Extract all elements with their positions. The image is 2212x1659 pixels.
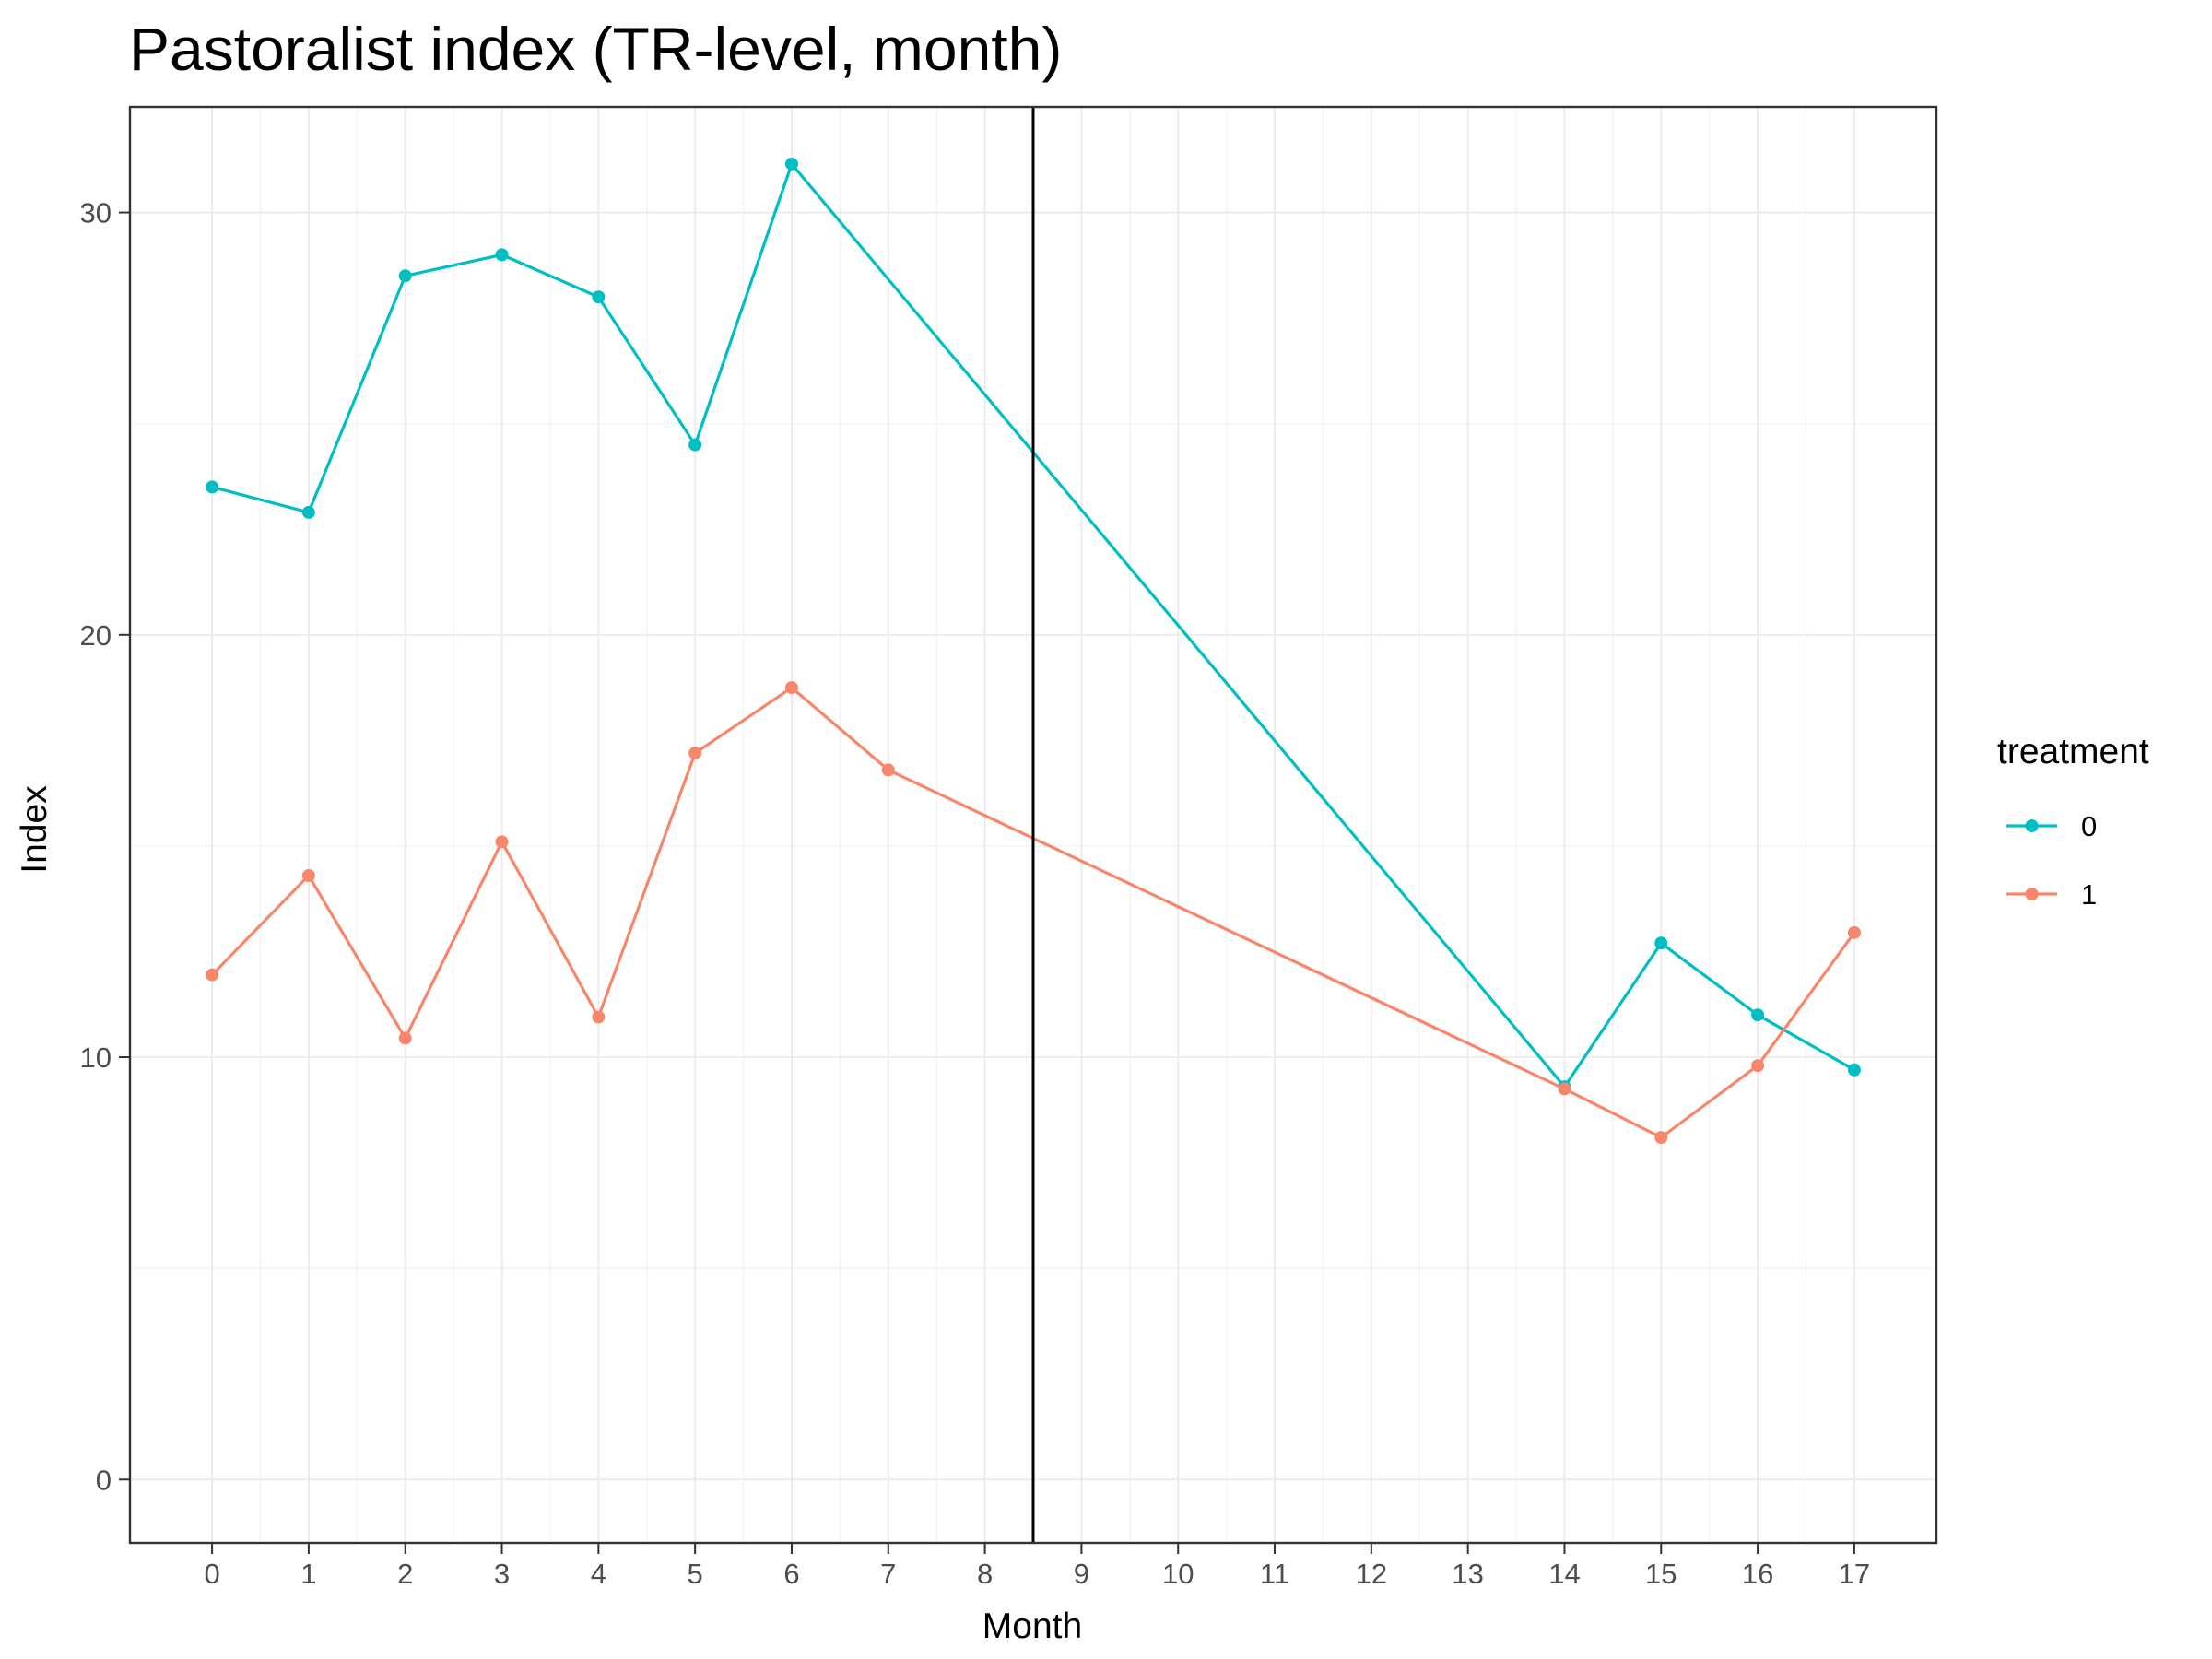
- data-point-0: [592, 290, 606, 304]
- data-point-1: [1558, 1082, 1571, 1096]
- data-point-1: [398, 1031, 412, 1045]
- data-point-0: [1654, 936, 1668, 950]
- data-point-0: [301, 505, 315, 519]
- x-tick-label: 7: [880, 1558, 896, 1590]
- data-point-0: [206, 480, 219, 494]
- y-tick-label: 0: [96, 1464, 112, 1496]
- x-tick-label: 17: [1839, 1558, 1870, 1590]
- data-point-0: [784, 157, 798, 171]
- legend-label-1: 1: [2081, 878, 2097, 911]
- legend: treatment 0 1: [1997, 732, 2149, 911]
- data-point-0: [1751, 1008, 1765, 1022]
- data-point-1: [1654, 1131, 1668, 1145]
- data-point-1: [301, 868, 315, 882]
- data-point-0: [1847, 1063, 1861, 1077]
- y-tick-label: 10: [80, 1041, 112, 1074]
- x-tick-label: 12: [1356, 1558, 1387, 1590]
- x-tick-label: 9: [1074, 1558, 1089, 1590]
- x-tick-label: 13: [1452, 1558, 1483, 1590]
- x-tick-label: 16: [1742, 1558, 1773, 1590]
- data-point-1: [206, 968, 219, 982]
- x-axis-title: Month: [982, 1606, 1082, 1646]
- x-tick-label: 1: [300, 1558, 316, 1590]
- data-point-0: [495, 248, 509, 262]
- legend-key-point-0: [2025, 819, 2039, 832]
- x-tick-label: 5: [688, 1558, 703, 1590]
- x-tick-label: 6: [783, 1558, 799, 1590]
- x-tick-label: 10: [1162, 1558, 1194, 1590]
- data-point-0: [398, 269, 412, 283]
- x-tick-label: 11: [1260, 1558, 1289, 1590]
- data-point-1: [495, 835, 509, 849]
- data-point-1: [881, 763, 895, 777]
- x-tick-label: 3: [494, 1558, 510, 1590]
- data-point-1: [1847, 925, 1861, 939]
- data-point-1: [1751, 1059, 1765, 1073]
- data-point-1: [784, 681, 798, 695]
- legend-title: treatment: [1997, 732, 2149, 771]
- y-axis-title: Index: [15, 785, 54, 874]
- x-tick-label: 8: [977, 1558, 993, 1590]
- plot-border: [128, 105, 1938, 1545]
- x-tick-label: 0: [204, 1558, 219, 1590]
- legend-label-0: 0: [2081, 810, 2097, 842]
- y-tick-label: 30: [80, 197, 112, 229]
- x-tick-label: 15: [1645, 1558, 1677, 1590]
- y-tick-label: 20: [80, 619, 112, 652]
- x-tick-label: 2: [397, 1558, 413, 1590]
- data-point-1: [688, 747, 702, 760]
- x-tick-label: 14: [1548, 1558, 1580, 1590]
- chart-title: Pastoralist index (TR-level, month): [129, 15, 1062, 83]
- series-line-1: [210, 686, 1856, 1139]
- data-point-0: [688, 438, 702, 452]
- data-point-1: [592, 1010, 606, 1024]
- legend-key-point-1: [2025, 888, 2039, 900]
- x-tick-label: 4: [591, 1558, 606, 1590]
